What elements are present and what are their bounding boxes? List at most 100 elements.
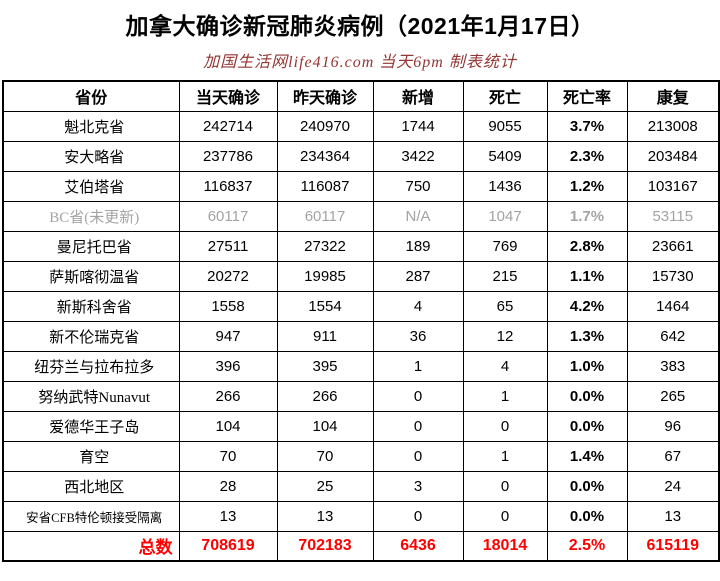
table-row: 育空 70 70 0 1 1.4% 67: [2, 440, 720, 472]
table-row: 艾伯塔省 116837 116087 750 1436 1.2% 103167: [2, 170, 720, 202]
cell-recovered: 642: [626, 320, 720, 352]
cell-yesterday: 19985: [276, 260, 374, 292]
cell-deaths: 9055: [462, 110, 548, 142]
cell-recovered: 13: [626, 500, 720, 532]
cell-death-rate: 1.4%: [546, 440, 628, 472]
cell-today: 20272: [178, 260, 278, 292]
cell-yesterday: 70: [276, 440, 374, 472]
table-row: 爱德华王子岛 104 104 0 0 0.0% 96: [2, 410, 720, 442]
col-header-deaths: 死亡: [462, 80, 548, 112]
cell-province: 安大略省: [2, 140, 180, 172]
cell-new-cases: 0: [372, 380, 464, 412]
table-row: 萨斯喀彻温省 20272 19985 287 215 1.1% 15730: [2, 260, 720, 292]
cell-yesterday: 240970: [276, 110, 374, 142]
cell-province: 纽芬兰与拉布拉多: [2, 350, 180, 382]
cell-death-rate: 1.2%: [546, 170, 628, 202]
cell-total-today: 708619: [178, 530, 278, 562]
cell-new-cases: 287: [372, 260, 464, 292]
cell-province: BC省(未更新): [2, 200, 180, 232]
cell-recovered: 103167: [626, 170, 720, 202]
cell-yesterday: 27322: [276, 230, 374, 262]
cell-recovered: 213008: [626, 110, 720, 142]
col-header-yesterday-confirmed: 昨天确诊: [276, 80, 374, 112]
cell-yesterday: 266: [276, 380, 374, 412]
cell-today: 60117: [178, 200, 278, 232]
table-row-bc-not-updated: BC省(未更新) 60117 60117 N/A 1047 1.7% 53115: [2, 200, 720, 232]
col-header-province: 省份: [2, 80, 180, 112]
cell-new-cases: N/A: [372, 200, 464, 232]
cell-recovered: 23661: [626, 230, 720, 262]
cell-deaths: 1: [462, 440, 548, 472]
page-title: 加拿大确诊新冠肺炎病例（2021年1月17日）: [125, 13, 595, 39]
cell-death-rate: 2.8%: [546, 230, 628, 262]
cell-today: 104: [178, 410, 278, 442]
cell-deaths: 1: [462, 380, 548, 412]
cell-province: 新斯科舍省: [2, 290, 180, 322]
cell-yesterday: 60117: [276, 200, 374, 232]
col-header-new-cases: 新增: [372, 80, 464, 112]
cell-today: 266: [178, 380, 278, 412]
cell-yesterday: 1554: [276, 290, 374, 322]
cell-total-label: 总数: [2, 530, 180, 562]
table-row: 曼尼托巴省 27511 27322 189 769 2.8% 23661: [2, 230, 720, 262]
table-row-cfb-trenton: 安省CFB特伦顿接受隔离 13 13 0 0 0.0% 13: [2, 500, 720, 532]
table-header-row: 省份 当天确诊 昨天确诊 新增 死亡 死亡率 康复: [2, 80, 720, 112]
cell-province: 西北地区: [2, 470, 180, 502]
col-header-death-rate: 死亡率: [546, 80, 628, 112]
cell-province: 魁北克省: [2, 110, 180, 142]
table-row: 努纳武特Nunavut 266 266 0 1 0.0% 265: [2, 380, 720, 412]
cell-new-cases: 3: [372, 470, 464, 502]
table-row: 安大略省 237786 234364 3422 5409 2.3% 203484: [2, 140, 720, 172]
table-row: 魁北克省 242714 240970 1744 9055 3.7% 213008: [2, 110, 720, 142]
cell-total-yesterday: 702183: [276, 530, 374, 562]
cell-deaths: 1047: [462, 200, 548, 232]
cell-today: 13: [178, 500, 278, 532]
col-header-today-confirmed: 当天确诊: [178, 80, 278, 112]
cell-deaths: 4: [462, 350, 548, 382]
cell-new-cases: 750: [372, 170, 464, 202]
covid-stats-table: 省份 当天确诊 昨天确诊 新增 死亡 死亡率 康复 魁北克省 242714 24…: [2, 80, 720, 562]
cell-deaths: 65: [462, 290, 548, 322]
cell-yesterday: 395: [276, 350, 374, 382]
cell-death-rate: 0.0%: [546, 380, 628, 412]
cell-death-rate: 1.3%: [546, 320, 628, 352]
cell-recovered: 67: [626, 440, 720, 472]
cell-death-rate: 0.0%: [546, 500, 628, 532]
cell-recovered: 203484: [626, 140, 720, 172]
col-header-recovered: 康复: [626, 80, 720, 112]
cell-today: 116837: [178, 170, 278, 202]
cell-total-recovered: 615119: [626, 530, 720, 562]
cell-recovered: 15730: [626, 260, 720, 292]
cell-today: 27511: [178, 230, 278, 262]
cell-recovered: 96: [626, 410, 720, 442]
cell-province: 萨斯喀彻温省: [2, 260, 180, 292]
cell-death-rate: 1.1%: [546, 260, 628, 292]
cell-new-cases: 3422: [372, 140, 464, 172]
cell-total-death-rate: 2.5%: [546, 530, 628, 562]
cell-recovered: 24: [626, 470, 720, 502]
cell-province: 艾伯塔省: [2, 170, 180, 202]
cell-deaths: 0: [462, 410, 548, 442]
cell-death-rate: 1.7%: [546, 200, 628, 232]
page-subtitle: 加国生活网life416.com 当天6pm 制表统计: [203, 54, 517, 71]
cell-deaths: 0: [462, 500, 548, 532]
table-row: 新不伦瑞克省 947 911 36 12 1.3% 642: [2, 320, 720, 352]
table-row-total: 总数 708619 702183 6436 18014 2.5% 615119: [2, 530, 720, 562]
cell-new-cases: 1: [372, 350, 464, 382]
cell-death-rate: 0.0%: [546, 410, 628, 442]
cell-new-cases: 1744: [372, 110, 464, 142]
cell-province: 育空: [2, 440, 180, 472]
table-row: 新斯科舍省 1558 1554 4 65 4.2% 1464: [2, 290, 720, 322]
cell-deaths: 5409: [462, 140, 548, 172]
cell-deaths: 769: [462, 230, 548, 262]
cell-province: 爱德华王子岛: [2, 410, 180, 442]
cell-new-cases: 0: [372, 500, 464, 532]
cell-death-rate: 3.7%: [546, 110, 628, 142]
cell-recovered: 265: [626, 380, 720, 412]
cell-death-rate: 1.0%: [546, 350, 628, 382]
cell-province: 曼尼托巴省: [2, 230, 180, 262]
cell-deaths: 215: [462, 260, 548, 292]
cell-today: 396: [178, 350, 278, 382]
cell-today: 70: [178, 440, 278, 472]
